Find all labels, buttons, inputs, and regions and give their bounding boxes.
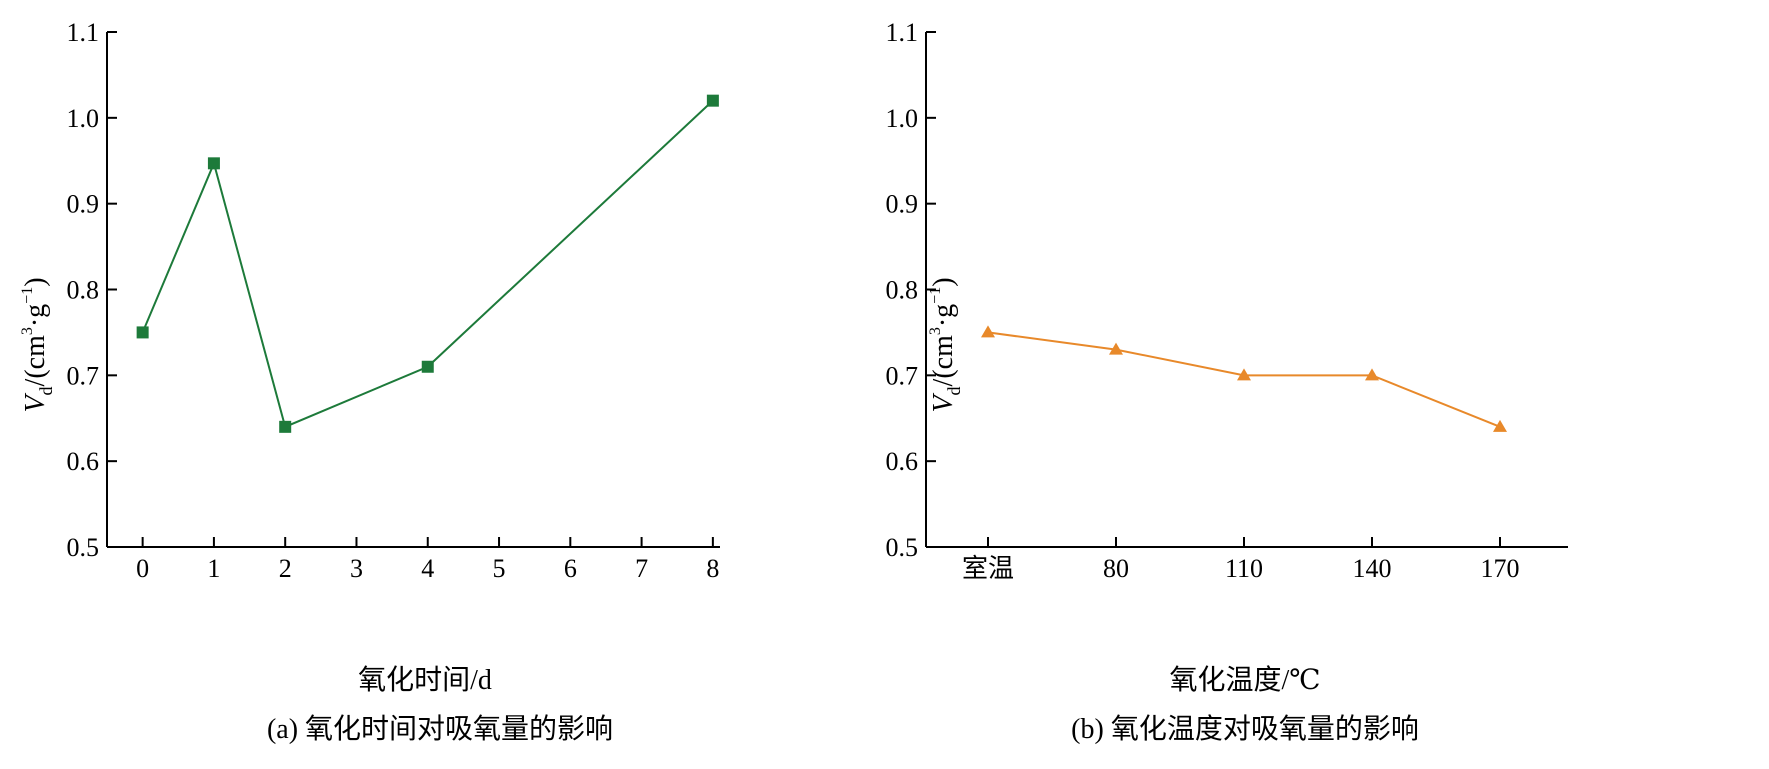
y-tick-label: 0.5 bbox=[886, 533, 919, 562]
panel-b-x-axis-title: 氧化温度/℃ bbox=[1169, 664, 1320, 696]
x-tick-label: 3 bbox=[350, 554, 363, 583]
data-point bbox=[207, 157, 220, 170]
panel-a-caption: (a) 氧化时间对吸氧量的影响 bbox=[267, 713, 613, 745]
x-tick-label: 140 bbox=[1353, 554, 1392, 583]
x-tick-label: 室温 bbox=[962, 554, 1014, 583]
data-point bbox=[706, 94, 719, 107]
y-tick-label: 1.1 bbox=[886, 18, 919, 47]
panel-a-series bbox=[136, 94, 719, 433]
data-point bbox=[421, 360, 434, 373]
y-tick-label: 0.6 bbox=[886, 447, 919, 476]
x-tick-label: 170 bbox=[1481, 554, 1520, 583]
panel-a-x-axis-title: 氧化时间/d bbox=[358, 664, 492, 696]
y-tick-label: 0.5 bbox=[67, 533, 100, 562]
panel-a-y-axis-title: Vd/(cm3·g−1) bbox=[19, 277, 56, 412]
x-tick-label: 7 bbox=[635, 554, 648, 583]
x-tick-label: 4 bbox=[421, 554, 434, 583]
data-point bbox=[1109, 342, 1123, 355]
panel-b-y-ticks: 0.5 0.6 0.7 0.8 0.9 1.0 1.1 bbox=[886, 18, 936, 562]
data-point bbox=[1365, 368, 1379, 381]
data-point bbox=[1493, 419, 1507, 432]
y-tick-label: 1.1 bbox=[67, 18, 100, 47]
panel-b-series bbox=[981, 325, 1507, 432]
x-tick-label: 2 bbox=[279, 554, 292, 583]
y-tick-label: 1.0 bbox=[67, 104, 100, 133]
panel-b-caption: (b) 氧化温度对吸氧量的影响 bbox=[1071, 713, 1419, 745]
x-tick-label: 0 bbox=[136, 554, 149, 583]
panel-b-y-axis-title: Vd/(cm3·g−1) bbox=[927, 277, 964, 412]
x-tick-label: 5 bbox=[493, 554, 506, 583]
panel-a: 0.5 0.6 0.7 0.8 0.9 1.0 1.1 0 1 2 3 4 5 6 7 8 氧化时间/d (… bbox=[19, 18, 720, 745]
panel-b: 0.5 0.6 0.7 0.8 0.9 1.0 1.1 室温 80 110 140 170 氧化温度… bbox=[886, 18, 1568, 745]
panel-a-x-ticks: 0 1 2 3 4 5 6 7 8 bbox=[136, 537, 719, 583]
panel-a-y-ticks: 0.5 0.6 0.7 0.8 0.9 1.0 1.1 bbox=[67, 18, 117, 562]
x-tick-label: 1 bbox=[207, 554, 220, 583]
data-point bbox=[136, 326, 149, 339]
panel-b-axes bbox=[925, 32, 1568, 548]
series-line bbox=[141, 99, 714, 429]
y-tick-label: 0.8 bbox=[67, 276, 100, 305]
y-tick-label: 0.7 bbox=[886, 361, 919, 390]
panel-a-axes bbox=[106, 32, 720, 548]
x-tick-label: 8 bbox=[706, 554, 719, 583]
data-point bbox=[279, 420, 292, 433]
y-tick-label: 0.9 bbox=[886, 190, 919, 219]
y-tick-label: 0.9 bbox=[67, 190, 100, 219]
data-point bbox=[1237, 368, 1251, 381]
y-tick-label: 0.6 bbox=[67, 447, 100, 476]
panel-b-x-ticks: 室温 80 110 140 170 bbox=[962, 537, 1520, 583]
y-tick-label: 0.8 bbox=[886, 276, 919, 305]
x-tick-label: 80 bbox=[1103, 554, 1129, 583]
x-tick-label: 110 bbox=[1225, 554, 1263, 583]
y-tick-label: 1.0 bbox=[886, 104, 919, 133]
x-tick-label: 6 bbox=[564, 554, 577, 583]
y-tick-label: 0.7 bbox=[67, 361, 100, 390]
data-point bbox=[981, 325, 995, 338]
